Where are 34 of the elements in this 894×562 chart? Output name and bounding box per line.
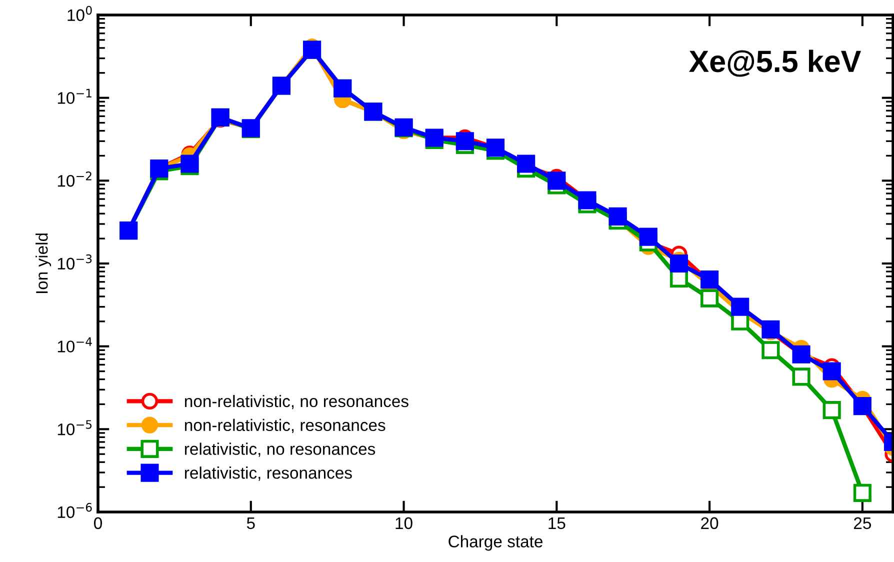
y-tick-label: 10$^{−4}$ — [58, 337, 92, 352]
point — [517, 154, 536, 173]
point — [822, 401, 841, 420]
legend-label: relativistic, resonances — [185, 466, 352, 481]
x-tick-label: 20 — [701, 517, 718, 530]
point — [700, 270, 719, 289]
x-tick-label: 25 — [854, 517, 871, 530]
y-tick-label: 10$^{0}$ — [68, 6, 92, 22]
y-tick-label: 10$^{−6}$ — [58, 502, 92, 518]
point — [548, 172, 566, 190]
x-tick-label: 15 — [548, 517, 566, 530]
x-tick-label: 5 — [246, 517, 255, 530]
point — [670, 254, 688, 273]
point — [731, 298, 750, 316]
y-tick-label: 10$^{−1}$ — [58, 88, 92, 104]
point — [639, 228, 658, 246]
x-axis-title: Charge state — [448, 535, 542, 551]
point — [792, 368, 810, 386]
x-tick-label: 0 — [94, 517, 102, 530]
y-axis-title: Ion yield — [36, 234, 52, 293]
legend-label: relativistic, no resonances — [185, 442, 376, 457]
annotation: Xe@5.5 keV — [688, 50, 861, 77]
legend-label: non-relativistic, no resonances — [185, 394, 408, 410]
y-tick-label: 10$^{−3}$ — [58, 254, 92, 270]
point — [700, 289, 719, 308]
point — [762, 320, 780, 338]
point — [762, 341, 780, 360]
y-tick-label: 10$^{−2}$ — [58, 172, 92, 187]
x-tick-label: 10 — [396, 517, 412, 530]
legend-label: non-relativistic, resonances — [185, 418, 386, 434]
point — [180, 154, 199, 173]
point — [822, 362, 841, 380]
point — [853, 484, 872, 502]
y-tick-label: 10$^{−5}$ — [58, 420, 92, 436]
